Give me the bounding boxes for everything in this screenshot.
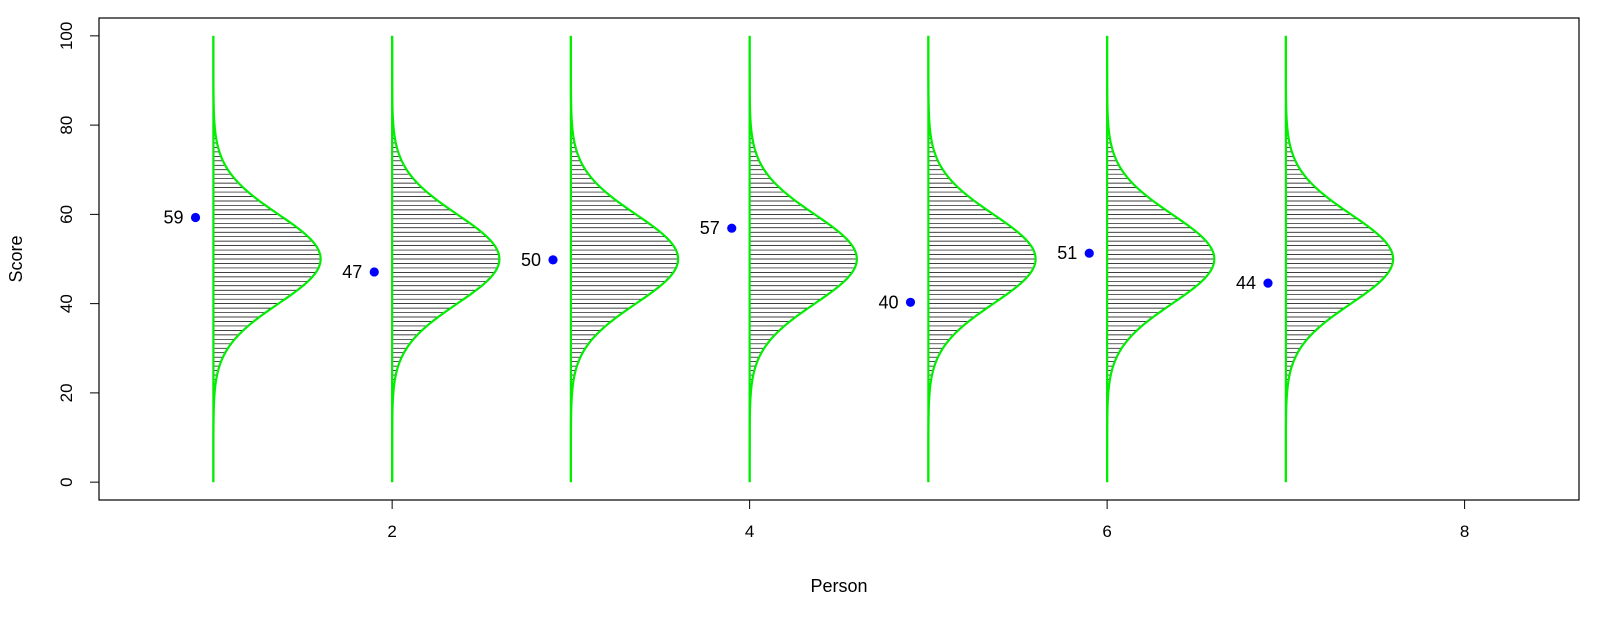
data-point-7 (1263, 278, 1273, 288)
hatch-group-4 (749, 124, 857, 394)
point-label-6: 51 (1057, 243, 1077, 263)
y-tick-label: 60 (57, 205, 76, 224)
point-label-4: 57 (700, 218, 720, 238)
data-point-4 (727, 223, 737, 233)
point-label-3: 50 (521, 250, 541, 270)
hatch-group-6 (1107, 124, 1215, 394)
data-point-2 (369, 267, 379, 277)
point-label-1: 59 (163, 207, 183, 227)
hatch-group-3 (570, 124, 679, 394)
density-hatching (213, 124, 1394, 394)
y-tick-label: 80 (57, 116, 76, 135)
data-point-3 (548, 255, 558, 265)
hatch-group-2 (392, 124, 500, 394)
data-point-1 (190, 212, 201, 223)
x-tick-label: 4 (745, 522, 754, 541)
point-label-5: 40 (878, 292, 898, 312)
data-point-6 (1084, 248, 1094, 258)
y-tick-label: 40 (57, 294, 76, 313)
x-tick-label: 2 (387, 522, 396, 541)
point-label-2: 47 (342, 262, 362, 282)
hatch-group-1 (213, 124, 321, 394)
data-point-5 (905, 297, 916, 307)
hatch-group-5 (928, 124, 1036, 394)
data-points: 59 47 50 57 40 51 44 (163, 207, 1273, 312)
y-tick-label: 100 (57, 22, 76, 50)
hatch-group-7 (1285, 124, 1394, 394)
y-tick-label: 20 (57, 383, 76, 402)
x-tick-label: 8 (1460, 522, 1469, 541)
point-label-7: 44 (1236, 273, 1256, 293)
x-axis-title: Person (810, 576, 867, 596)
y-tick-label: 0 (57, 477, 76, 486)
x-tick-label: 6 (1102, 522, 1111, 541)
y-axis-title: Score (6, 235, 26, 282)
density-curves (212, 35, 1395, 483)
